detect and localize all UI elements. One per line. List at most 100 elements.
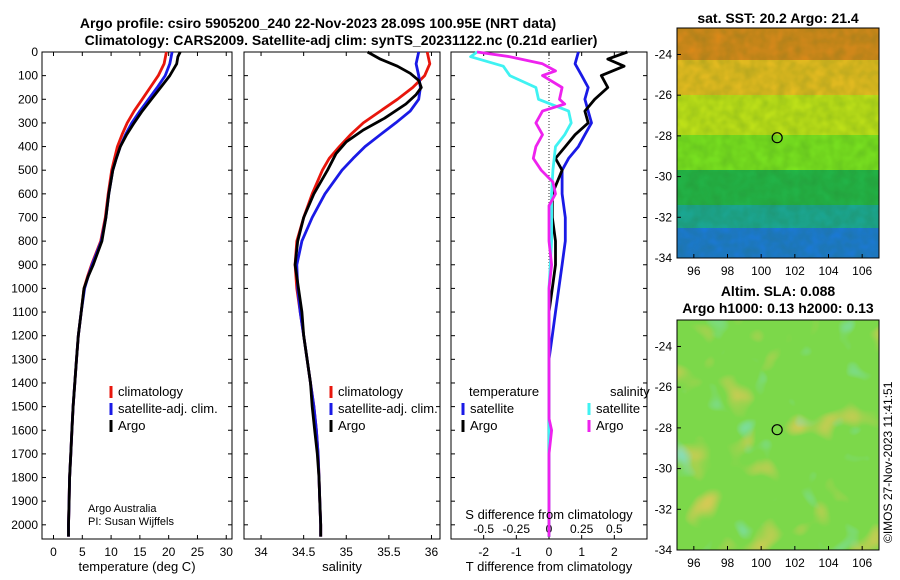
x-tick-label: 0 (50, 545, 57, 559)
map-y-tick-label: -28 (655, 129, 673, 143)
depth-tick-label: 1400 (11, 376, 38, 390)
depth-tick-label: 500 (18, 163, 38, 177)
map-y-tick-label: -26 (655, 380, 673, 394)
sst-argo-location-marker (771, 132, 783, 144)
x-tick-label: 20 (162, 545, 176, 559)
salinity-panel-frame (243, 51, 441, 540)
legend-temperature-title: temperature (469, 384, 539, 399)
map-x-tick-label: 106 (852, 264, 872, 278)
salinity-legend: climatology satellite-adj. clim. Argo (329, 384, 438, 433)
depth-tick-label: 1900 (11, 494, 38, 508)
temperature-legend: climatology satellite-adj. clim. Argo (109, 384, 218, 433)
sst-map-title: sat. SST: 20.2 Argo: 21.4 (697, 10, 859, 26)
x-tick-label: 5 (79, 545, 86, 559)
depth-tick-label: 1100 (12, 305, 38, 319)
depth-axis-labels: 0 100 200 300 400 500 600 700 800 900 1000 1100 1200… (11, 45, 647, 532)
map-x-tick-label: 100 (751, 556, 771, 570)
map-x-tick-label: 98 (721, 556, 735, 570)
legend-satellite: satellite-adj. clim. (338, 401, 438, 416)
imos-timestamp: ©IMOS 27-Nov-2023 11:41:51 (881, 381, 895, 543)
x-tick-label: 2 (611, 545, 618, 559)
header-line1: Argo profile: csiro 5905200_240 22-Nov-2… (80, 15, 556, 31)
legend-climatology: climatology (118, 384, 184, 399)
depth-tick-label: 1700 (11, 447, 38, 461)
depth-tick-label: 1600 (11, 423, 38, 437)
depth-tick-label: 1200 (11, 329, 38, 343)
map-x-tick-label: 96 (687, 556, 701, 570)
sla-argo-location-marker (771, 424, 783, 436)
credit-line1: Argo Australia (88, 503, 157, 515)
temperature-panel-frame (41, 51, 233, 540)
s-tick-label: 0.5 (606, 522, 623, 536)
difference-plot: -2 -1 0 1 2-0.5 -0.25 0 0.25 0.5 (469, 50, 628, 559)
depth-tick-label: 1300 (11, 352, 38, 366)
legend-climatology: climatology (338, 384, 404, 399)
x-tick-label: 15 (133, 545, 147, 559)
legend-t-satellite: satellite (470, 401, 514, 416)
sla-map-axes: -24 -26 -28 -30 -32 -34 96 98 100 102 104 106 (655, 339, 873, 570)
legend-satellite: satellite-adj. clim. (118, 401, 218, 416)
map-y-tick-label: -32 (655, 502, 673, 516)
depth-tick-label: 200 (18, 92, 38, 106)
depth-tick-label: 300 (18, 116, 38, 130)
s-tick-label: -0.5 (473, 522, 494, 536)
map-y-tick-label: -24 (655, 47, 673, 61)
map-y-tick-label: -30 (655, 462, 673, 476)
x-tick-label: 34.5 (292, 545, 316, 559)
map-x-tick-label: 98 (721, 264, 735, 278)
map-y-tick-label: -30 (655, 170, 673, 184)
temperature-plot: 0 5 10 15 20 25 30 (50, 51, 234, 559)
map-y-tick-label: -26 (655, 88, 673, 102)
series-line-argo (67, 51, 182, 537)
salinity-xlabel: salinity (322, 559, 362, 574)
s-tick-label: 0.25 (570, 522, 594, 536)
s-tick-label: -0.25 (503, 522, 531, 536)
legend-argo: Argo (118, 418, 145, 433)
depth-tick-label: 0 (31, 45, 38, 59)
x-tick-label: 36 (425, 545, 439, 559)
depth-tick-label: 600 (18, 187, 38, 201)
difference-legend: temperature salinity satellite Argo sate… (461, 384, 650, 433)
x-tick-label: 35 (340, 545, 354, 559)
map-y-tick-label: -28 (655, 421, 673, 435)
legend-s-argo: Argo (596, 418, 623, 433)
map-x-tick-label: 102 (785, 556, 805, 570)
map-x-tick-label: 104 (818, 556, 838, 570)
legend-argo: Argo (338, 418, 365, 433)
depth-tick-label: 2000 (11, 518, 38, 532)
header-line2: Climatology: CARS2009. Satellite-adj cli… (85, 32, 598, 48)
depth-tick-label: 400 (18, 140, 38, 154)
credit-line2: PI: Susan Wijffels (88, 516, 174, 528)
map-x-tick-label: 104 (818, 264, 838, 278)
x-tick-label: 30 (220, 545, 234, 559)
sst-map-axes: -24 -26 -28 -30 -32 -34 96 98 100 102 104 106 (655, 47, 873, 278)
legend-salinity-title: salinity (610, 384, 650, 399)
map-y-tick-label: -34 (655, 543, 673, 557)
series-line-t-argo (547, 50, 628, 537)
series-line-s-satellite (469, 50, 573, 537)
sla-map-title1: Altim. SLA: 0.088 (721, 283, 836, 299)
map-y-tick-label: -32 (655, 210, 673, 224)
sst-map-frame (676, 27, 880, 259)
series-line-climatology (293, 51, 432, 537)
map-x-tick-label: 100 (751, 264, 771, 278)
legend-t-argo: Argo (470, 418, 497, 433)
x-tick-label: 35.5 (377, 545, 401, 559)
sla-map-frame (676, 319, 880, 551)
x-tick-label: 34 (254, 545, 268, 559)
depth-tick-label: 800 (18, 234, 38, 248)
series-line-satellite-adj-clim- (295, 51, 422, 537)
depth-tick-label: 1800 (11, 471, 38, 485)
map-x-tick-label: 96 (687, 264, 701, 278)
s-difference-xlabel: S difference from climatology (465, 507, 633, 522)
depth-tick-label: 100 (18, 69, 38, 83)
series-line-argo (293, 50, 423, 537)
depth-tick-label: 1000 (11, 281, 38, 295)
temperature-xlabel: temperature (deg C) (78, 559, 195, 574)
x-tick-label: -2 (478, 545, 489, 559)
map-y-tick-label: -24 (655, 339, 673, 353)
depth-tick-label: 900 (18, 258, 38, 272)
sla-map-title2: Argo h1000: 0.13 h2000: 0.13 (682, 300, 874, 316)
x-tick-label: 25 (191, 545, 205, 559)
